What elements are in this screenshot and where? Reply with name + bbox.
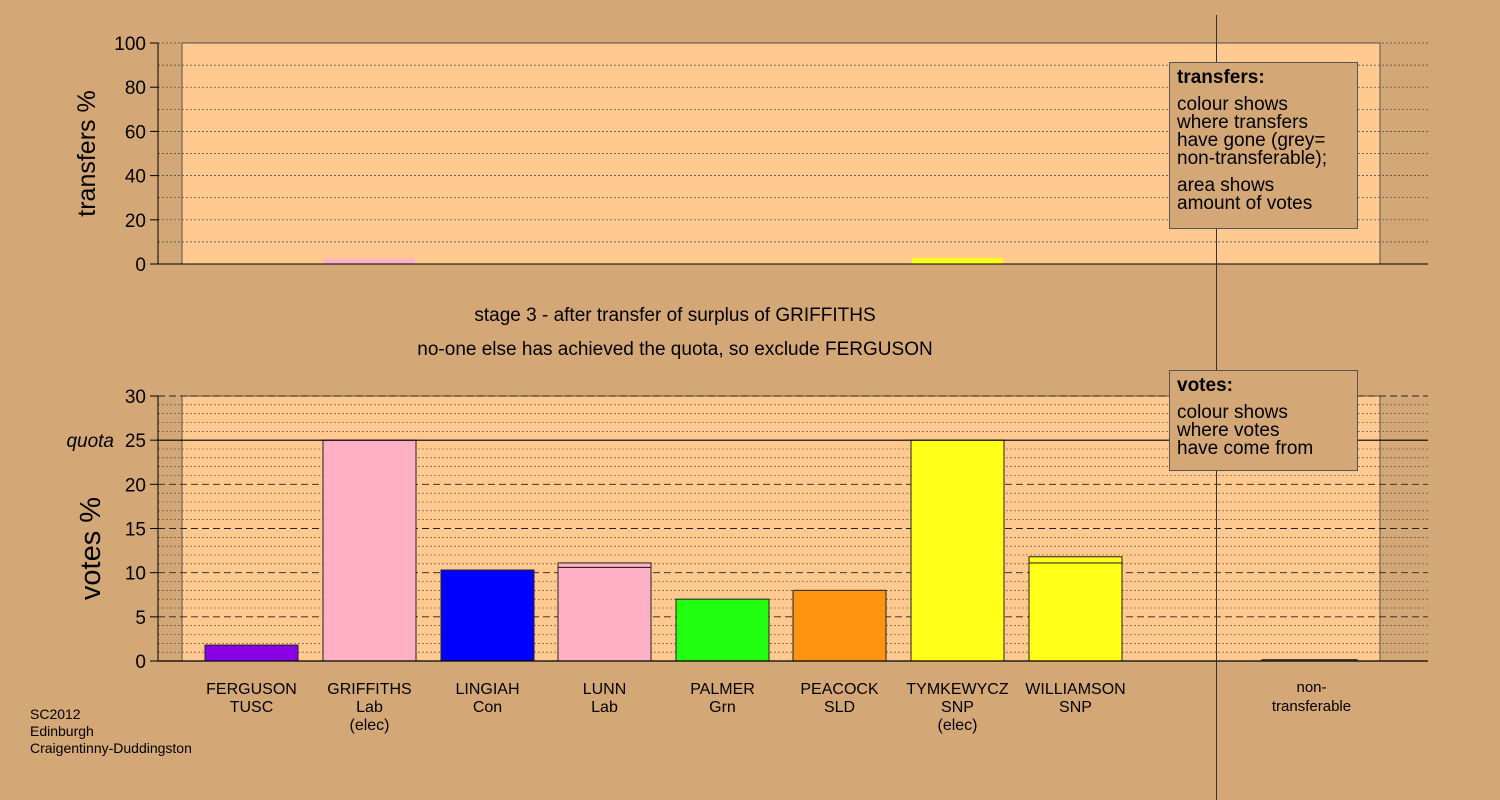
transfers-y-tick-label: 60 [125, 122, 146, 143]
non-transferable-label: non- [1296, 679, 1326, 696]
candidate-label-name: GRIFFITHS [327, 681, 411, 698]
votes-legend: votes: colour shows where votes have com… [1169, 370, 1358, 471]
votes-y-tick-label: 25 [125, 431, 146, 452]
candidate-label-party: Grn [709, 699, 736, 716]
candidate-label-name: LUNN [583, 681, 627, 698]
votes-y-tick-label: 15 [125, 520, 146, 541]
transfers-legend-line: amount of votes [1177, 193, 1313, 214]
stage-title: stage 3 - after transfer of surplus of G… [474, 305, 876, 326]
votes-legend-line: colour shows [1177, 402, 1288, 423]
stage-subtitle: no-one else has achieved the quota, so e… [417, 339, 933, 360]
candidate-label-elected: (elec) [349, 717, 389, 734]
votes-y-axis-label: votes % [75, 497, 107, 600]
candidate-label-elected: (elec) [937, 717, 977, 734]
votes-legend-title: votes: [1177, 375, 1233, 396]
candidate-label-name: LINGIAH [455, 681, 519, 698]
vote-bar-griffiths [322, 439, 417, 662]
votes-y-tick-label: 0 [135, 652, 146, 673]
vote-bar-lunn-segment-1 [557, 562, 652, 568]
transfers-legend-line: where transfers [1177, 112, 1308, 133]
candidate-label-name: PEACOCK [800, 681, 879, 698]
transfers-legend-line: area shows [1177, 175, 1275, 196]
transfers-legend-line: colour shows [1177, 94, 1288, 115]
transfers-legend-line: have gone (grey= [1177, 130, 1326, 151]
transfers-legend-line: non-transferable); [1177, 148, 1327, 169]
vote-bar-peacock [792, 589, 887, 662]
votes-y-tick-label: 20 [125, 475, 146, 496]
transfers-y-tick-label: 0 [135, 255, 146, 276]
vote-bar-palmer [675, 598, 770, 662]
candidate-label-party: Lab [356, 699, 383, 716]
candidate-label-party: SNP [941, 699, 974, 716]
votes-legend-line: have come from [1177, 438, 1314, 459]
vote-bar-lunn [557, 566, 652, 662]
transfers-y-tick-label: 20 [125, 211, 146, 232]
candidate-label-party: TUSC [230, 699, 274, 716]
transfers-y-tick-label: 100 [114, 34, 146, 55]
source-note: SC2012 Edinburgh Craigentinny-Duddingsto… [30, 706, 192, 757]
transfers-y-tick-label: 80 [125, 78, 146, 99]
source-election: SC2012 [30, 706, 81, 722]
candidate-label-name: TYMKEWYCZ [906, 681, 1008, 698]
non-transferable-label: transferable [1272, 698, 1351, 715]
candidate-label-name: PALMER [690, 681, 755, 698]
candidate-label-party: SLD [824, 699, 855, 716]
vote-bar-tymkewycz [910, 439, 1005, 662]
votes-y-tick-label: 5 [135, 608, 146, 629]
candidate-label-name: FERGUSON [206, 681, 297, 698]
votes-y-tick-label: 30 [125, 387, 146, 408]
transfer-bar-griffiths [324, 258, 415, 264]
votes-legend-line: where votes [1177, 420, 1280, 441]
transfer-bar-tymkewycz [912, 258, 1003, 264]
transfers-y-axis-label: transfers % [73, 90, 101, 216]
transfers-y-tick-label: 40 [125, 167, 146, 188]
votes-y-tick-label: 10 [125, 564, 146, 585]
candidate-label-name: WILLIAMSON [1025, 681, 1125, 698]
vote-bar-ferguson [204, 644, 299, 662]
source-ward: Craigentinny-Duddingston [30, 740, 192, 756]
vote-bar-williamson [1028, 562, 1123, 662]
vote-bar-williamson-segment-1 [1028, 556, 1123, 564]
vote-bar-lingiah [440, 569, 535, 662]
source-council: Edinburgh [30, 723, 94, 739]
quota-label: quota [66, 431, 114, 452]
candidate-labels: FERGUSONTUSCGRIFFITHSLab(elec)LINGIAHCon… [206, 679, 1351, 734]
candidate-label-party: SNP [1059, 699, 1092, 716]
transfers-legend-title: transfers: [1177, 67, 1265, 88]
candidate-label-party: Lab [591, 699, 618, 716]
candidate-label-party: Con [473, 699, 502, 716]
transfers-legend: transfers: colour shows where transfers … [1169, 62, 1358, 229]
